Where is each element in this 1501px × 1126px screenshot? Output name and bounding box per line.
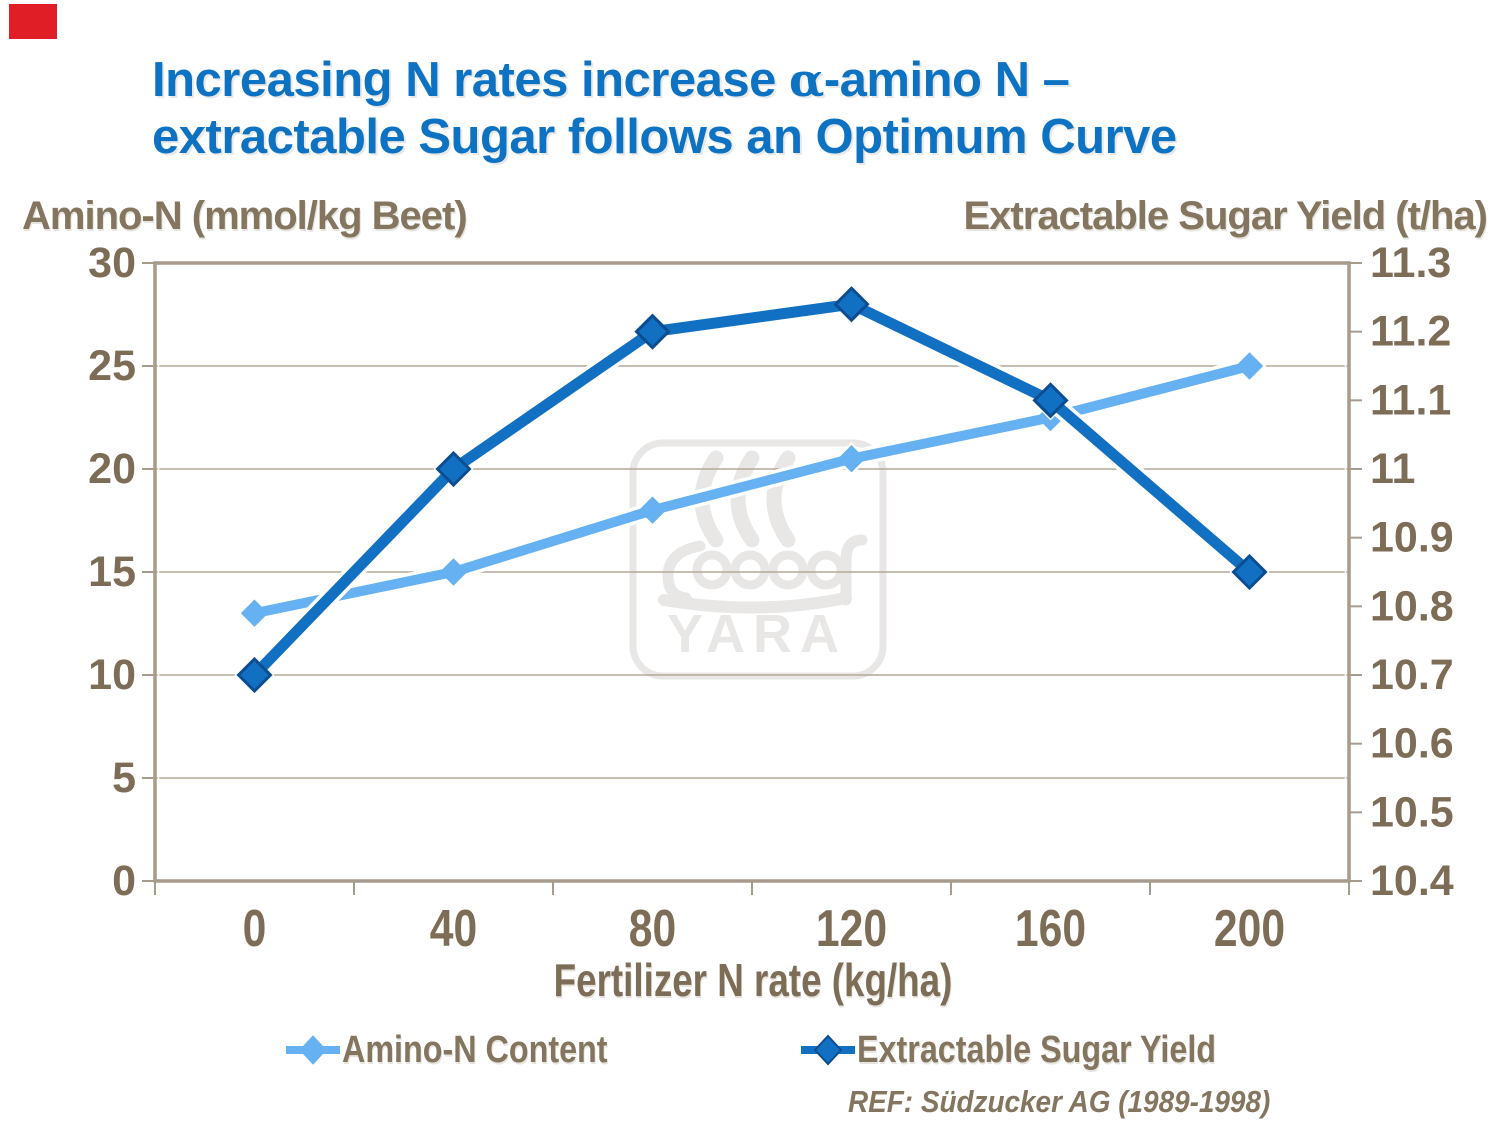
plot-layer: 0 5 10 15 20 25 30 10.4 10.5 10.6 10.7 10.8 10.9 11 11… — [88, 239, 1454, 958]
right-axis-tick-label: 11.1 — [1370, 376, 1451, 424]
x-axis-tick-label: 200 — [1214, 900, 1285, 958]
right-axis-tick-label: 11 — [1370, 445, 1415, 493]
data-point-marker — [1235, 352, 1264, 380]
x-axis-title: Fertilizer N rate (kg/ha) — [553, 954, 953, 1006]
data-point-marker — [435, 450, 472, 488]
left-axis-tick-label: 25 — [88, 342, 136, 390]
left-axis-tick-label: 10 — [88, 651, 136, 699]
sugar-yield-legend-marker-icon — [801, 1034, 855, 1066]
left-axis-tick-label: 0 — [112, 857, 136, 905]
right-axis-title: Extractable Sugar Yield (t/ha) — [963, 194, 1488, 238]
data-point-marker — [240, 599, 269, 627]
chart-title-line2: extractable Sugar follows an Optimum Cur… — [152, 110, 1177, 164]
data-point-marker — [833, 286, 870, 323]
data-point-marker — [439, 558, 468, 586]
reference-text: REF: Südzucker AG (1989-1998) — [848, 1084, 1271, 1119]
legend-item-amino-n: Amino-N Content — [284, 1028, 654, 1072]
data-point-marker — [638, 496, 667, 524]
right-axis-tick-label: 11.3 — [1370, 239, 1451, 287]
right-axis-tick-label: 11.2 — [1370, 308, 1451, 356]
x-axis-tick-label: 0 — [243, 900, 267, 958]
right-axis-tick-label: 10.7 — [1370, 651, 1454, 699]
left-axis-tick-label: 20 — [88, 445, 136, 493]
chart-title-line1: Increasing N rates increase α-amino N – — [152, 52, 1352, 109]
left-axis-tick-label: 15 — [88, 548, 136, 596]
data-point-marker — [634, 313, 671, 350]
left-axis-tick-label: 30 — [88, 239, 136, 287]
x-axis-tick-label: 80 — [629, 900, 676, 958]
series-line-amino-n — [249, 361, 1255, 619]
data-point-marker — [1231, 553, 1268, 591]
chart-title: Increasing N rates increase α-amino N – … — [152, 52, 1352, 166]
data-point-marker — [236, 656, 273, 694]
left-axis-tick-label: 5 — [112, 754, 136, 802]
title-text-end: -amino N – — [823, 53, 1070, 107]
legend-label-sugar-yield: Extractable Sugar Yield — [857, 1028, 1217, 1071]
x-axis-tick-label: 40 — [430, 900, 477, 958]
title-text: Increasing N rates increase — [152, 53, 789, 107]
x-axis-tick-label: 160 — [1015, 900, 1086, 958]
x-axis-tick-label: 120 — [816, 900, 887, 958]
right-axis-tick-label: 10.9 — [1370, 514, 1454, 562]
data-point-marker — [837, 444, 866, 473]
legend-item-sugar-yield: Extractable Sugar Yield — [799, 1028, 1279, 1072]
legend-label-amino-n: Amino-N Content — [342, 1028, 608, 1071]
series-line-sugar-yield — [249, 298, 1255, 681]
right-axis-tick-label: 10.8 — [1370, 582, 1454, 630]
data-point-marker — [1032, 382, 1069, 419]
left-axis-title: Amino-N (mmol/kg Beet) — [22, 194, 468, 238]
alpha-symbol: α — [788, 53, 824, 107]
yara-watermark-text: YARA — [667, 604, 847, 664]
right-axis-tick-label: 10.6 — [1370, 720, 1454, 768]
right-axis-tick-label: 10.5 — [1370, 788, 1454, 836]
red-corner-marker — [9, 4, 57, 39]
right-axis-tick-label: 10.4 — [1370, 857, 1454, 905]
amino-n-legend-marker-icon — [286, 1035, 340, 1065]
